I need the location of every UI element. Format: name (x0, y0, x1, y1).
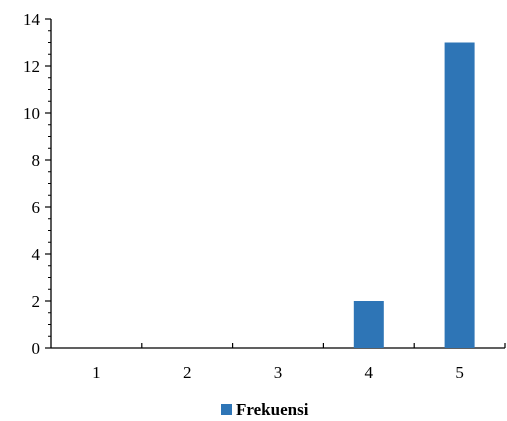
bar (444, 42, 475, 348)
x-tick-label: 4 (365, 363, 374, 382)
y-tick-label: 6 (32, 198, 41, 217)
x-tick-label: 1 (92, 363, 101, 382)
legend: Frekuensi (221, 400, 309, 419)
y-axis: 0 2 4 6 8 10 12 14 (23, 10, 52, 358)
bars (353, 42, 475, 348)
y-tick-label: 4 (32, 245, 41, 264)
y-tick-label: 2 (32, 292, 41, 311)
x-axis: 1 2 3 4 5 (51, 343, 506, 382)
x-tick-label: 5 (455, 363, 464, 382)
y-tick-label: 8 (32, 151, 41, 170)
x-tick-label: 2 (183, 363, 192, 382)
y-tick-label: 12 (23, 57, 40, 76)
legend-swatch (221, 404, 232, 415)
bar (353, 301, 384, 348)
y-tick-label: 10 (23, 104, 40, 123)
x-tick-label: 3 (274, 363, 283, 382)
y-tick-label: 14 (23, 10, 41, 29)
legend-label-frekuensi: Frekuensi (236, 400, 309, 419)
y-tick-label: 0 (32, 339, 41, 358)
